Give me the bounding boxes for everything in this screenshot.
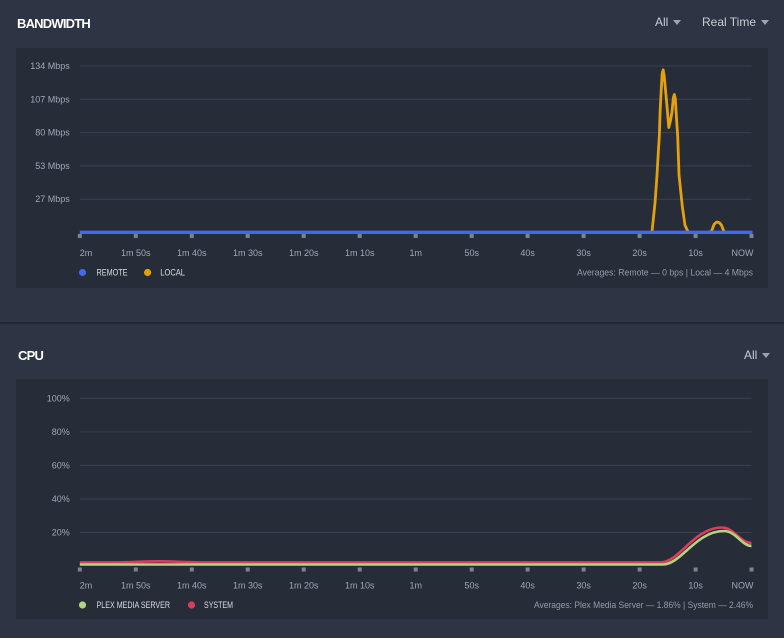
svg-text:1m: 1m [409,248,422,258]
svg-text:20s: 20s [632,581,647,591]
svg-text:20%: 20% [52,528,70,538]
svg-text:1m 50s: 1m 50s [121,581,151,591]
svg-text:1m 10s: 1m 10s [345,581,375,591]
svg-text:1m 30s: 1m 30s [233,248,263,258]
svg-text:NOW: NOW [732,248,755,258]
svg-text:134 Mbps: 134 Mbps [30,61,70,71]
svg-text:50s: 50s [464,248,479,258]
svg-text:1m 30s: 1m 30s [233,581,263,591]
svg-text:2m: 2m [80,581,93,591]
svg-text:LOCAL: LOCAL [160,268,185,278]
svg-text:1m 50s: 1m 50s [121,248,151,258]
svg-text:30s: 30s [576,581,591,591]
svg-text:107 Mbps: 107 Mbps [30,94,70,104]
svg-text:2m: 2m [80,248,93,258]
svg-text:40s: 40s [520,248,535,258]
svg-text:1m 40s: 1m 40s [177,581,207,591]
svg-text:60%: 60% [52,460,70,470]
svg-text:REMOTE: REMOTE [97,268,128,278]
svg-text:30s: 30s [576,248,591,258]
svg-text:Averages: Remote — 0 bps | Loc: Averages: Remote — 0 bps | Local — 4 Mbp… [577,268,753,278]
svg-text:53 Mbps: 53 Mbps [35,161,70,171]
svg-text:1m 40s: 1m 40s [177,248,207,258]
svg-text:SYSTEM: SYSTEM [204,600,233,610]
svg-text:1m: 1m [409,581,422,591]
svg-text:80 Mbps: 80 Mbps [35,128,70,138]
svg-text:20s: 20s [632,248,647,258]
svg-text:Averages: Plex Media Server —: Averages: Plex Media Server — 1.86% | Sy… [534,600,753,610]
svg-text:40%: 40% [52,494,70,504]
svg-text:50s: 50s [464,581,479,591]
svg-text:10s: 10s [688,248,703,258]
svg-text:1m 10s: 1m 10s [345,248,375,258]
svg-text:80%: 80% [52,427,70,437]
svg-text:27 Mbps: 27 Mbps [35,194,70,204]
svg-text:1m 20s: 1m 20s [289,581,319,591]
svg-text:PLEX MEDIA SERVER: PLEX MEDIA SERVER [97,600,171,610]
svg-text:NOW: NOW [732,581,755,591]
svg-text:100%: 100% [47,393,70,403]
svg-text:40s: 40s [520,581,535,591]
svg-text:10s: 10s [688,581,703,591]
svg-text:1m 20s: 1m 20s [289,248,319,258]
